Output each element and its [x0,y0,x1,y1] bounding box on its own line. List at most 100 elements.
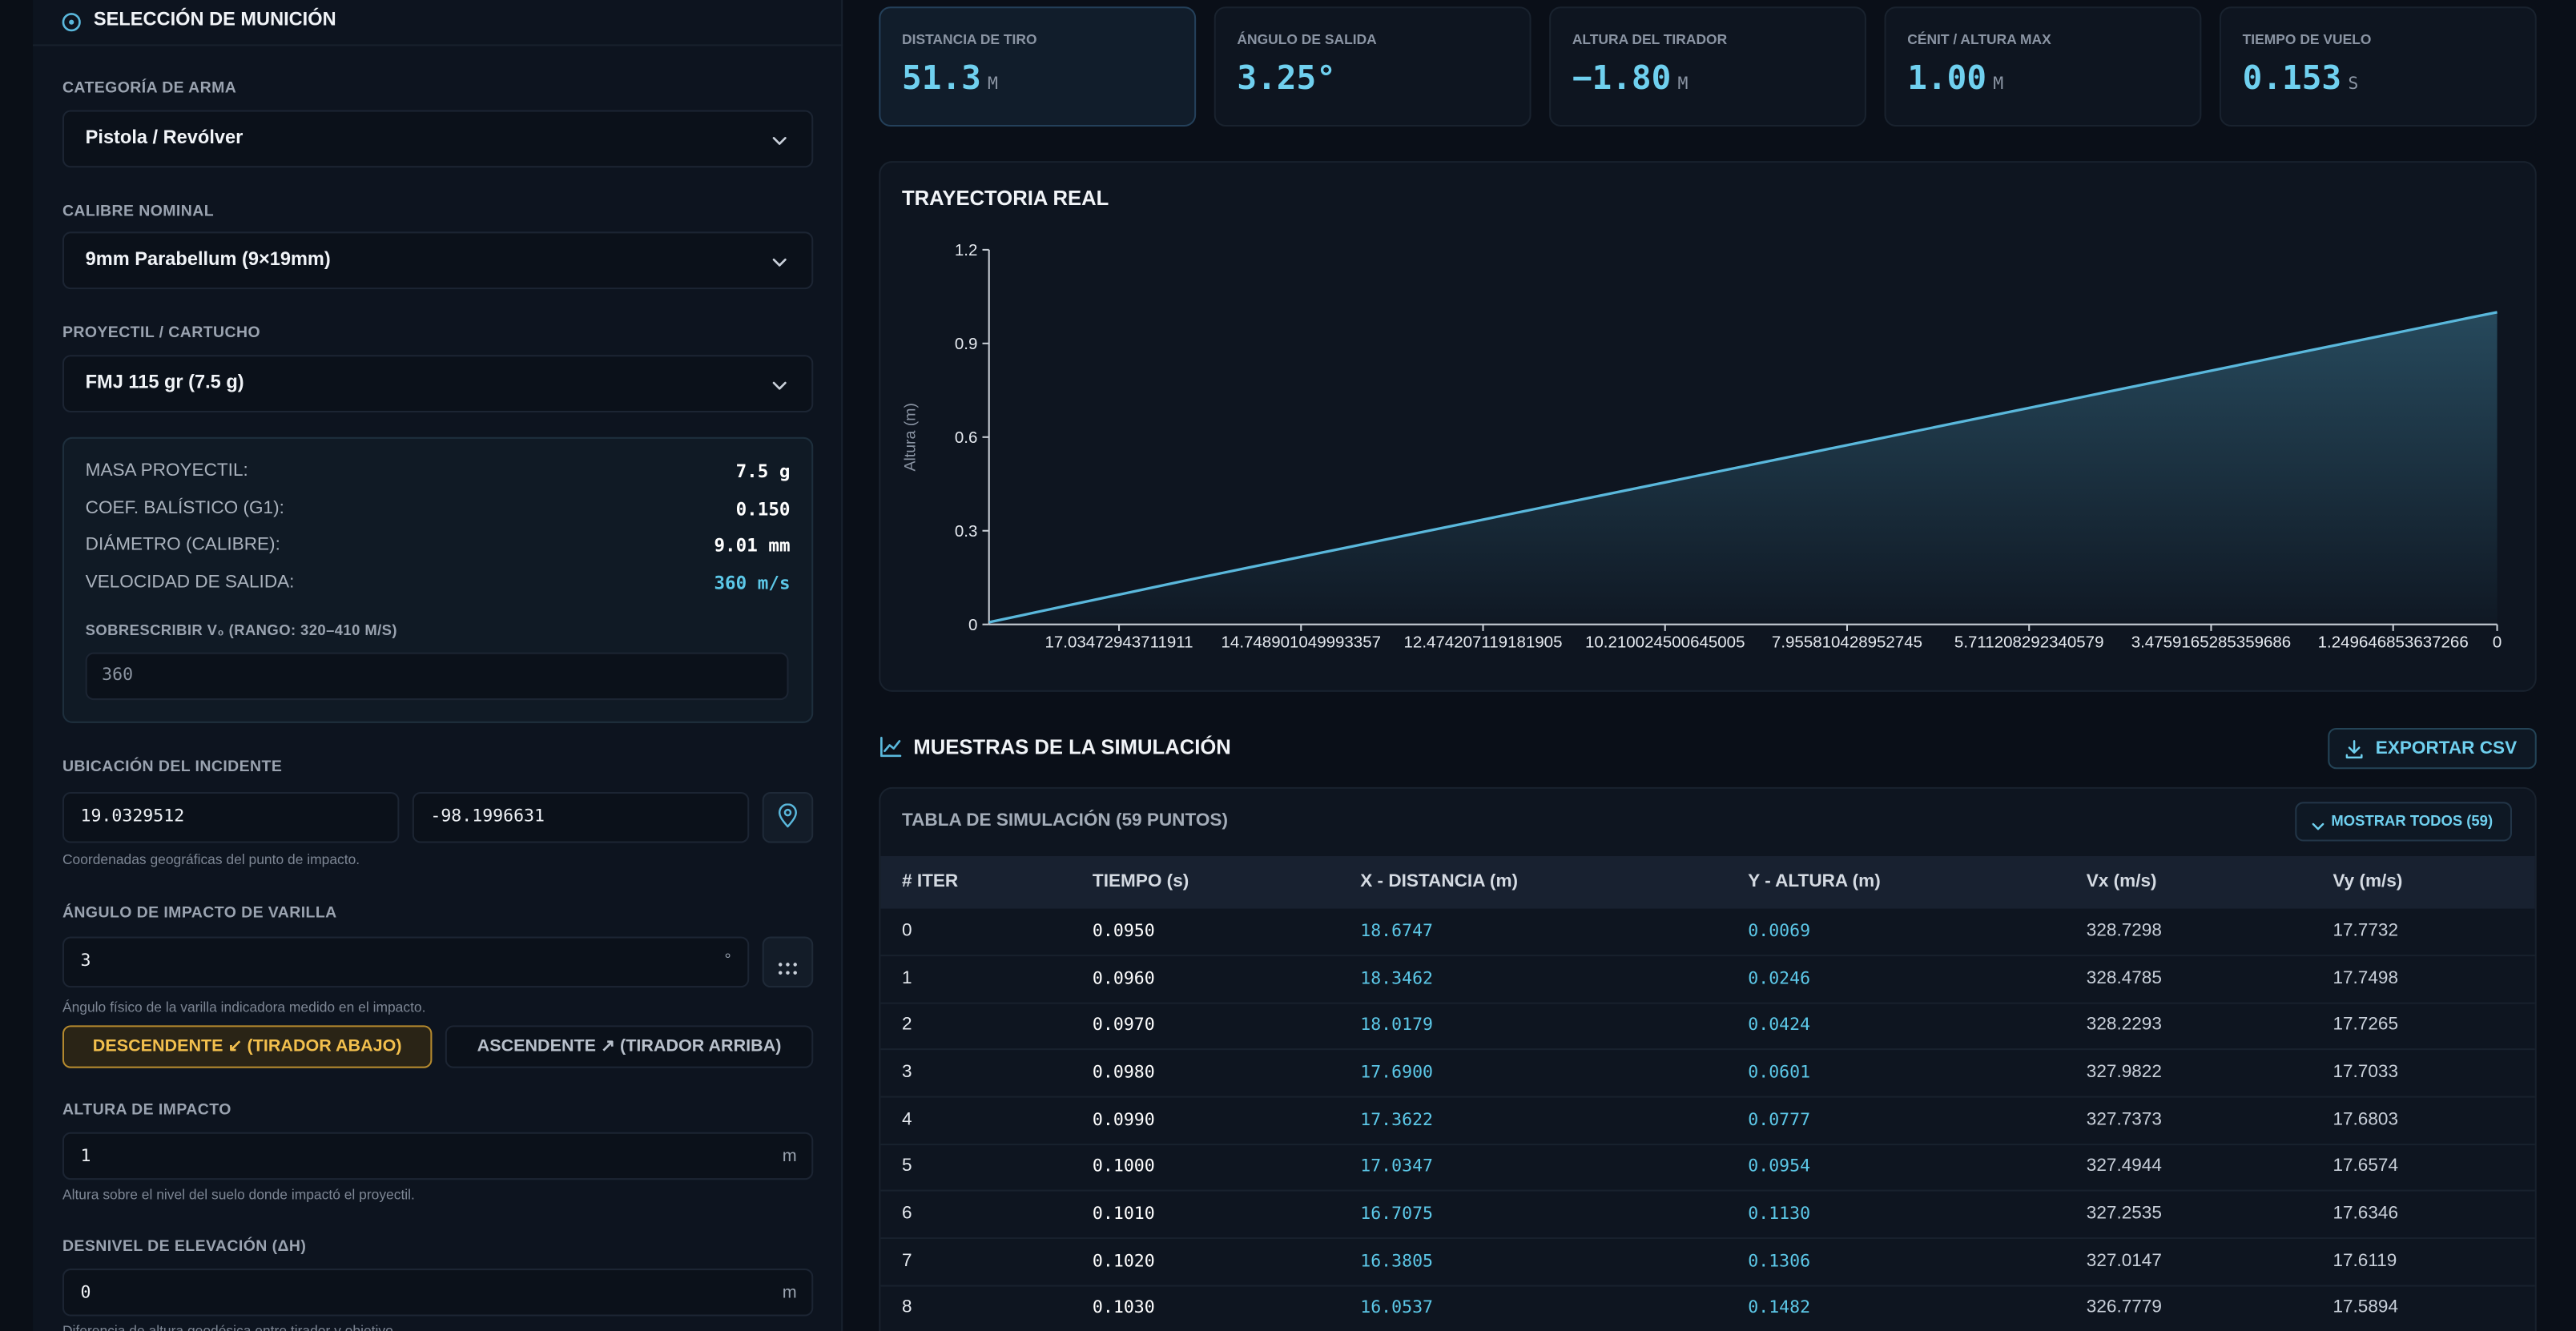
toggle-button[interactable] [445,1025,814,1068]
table-cell: 0.0069 [1748,921,1811,942]
stat-card [1214,6,1532,127]
spec-label: COEF. BALÍSTICO (G1): [85,498,284,519]
text-input[interactable] [62,1269,814,1317]
chart-plot: 0 0.3 0.6 0.9 1.2 Altura (m) 17.03472943711911… [901,241,2502,651]
chart-icon-glyph [880,736,902,758]
row-divider [880,1284,2535,1286]
table-cell: 16.7075 [1360,1204,1434,1224]
chart-icon [879,736,902,758]
field-hint: Altura sobre el nivel del suelo donde im… [62,1185,415,1203]
x-tick-label: 12.474207119181905 [1404,633,1563,651]
row-divider [880,1190,2535,1192]
download-icon-glyph [2345,740,2363,759]
table-cell: 3 [902,1062,912,1083]
row-divider [880,1143,2535,1145]
stat-value-row: 0.153 S [2243,61,2359,94]
input-unit: m [782,1281,797,1302]
table-cell: 6 [902,1203,912,1224]
table-cell: 0.0246 [1748,968,1811,988]
input-unit: ° [724,951,731,970]
x-tick-label: 14.748901049993357 [1222,633,1381,651]
map-button[interactable] [762,791,814,843]
chevron-icon-glyph [772,381,787,390]
table-cell: 0.1010 [1092,1204,1155,1224]
x-tick-label: 17.03472943711911 [1045,633,1193,651]
field-label: CATEGORÍA DE ARMA [62,79,237,98]
x-tick-label: 7.955810428952745 [1772,633,1922,651]
divider [33,44,843,46]
stat-unit: S [2348,74,2359,94]
x-tick-label: 0 [2493,633,2502,651]
y-tick-label: 0.6 [955,428,977,447]
select-box[interactable] [62,355,814,413]
table-cell: 4 [902,1109,912,1129]
table-cell: 8 [902,1297,912,1317]
text-input[interactable] [62,1132,814,1180]
chevron-icon [769,130,791,150]
text-input[interactable] [85,652,789,701]
table-cell: 0.1020 [1092,1251,1155,1271]
chevron-small-glyph [2312,822,2324,830]
field-label: ALTURA DE IMPACTO [62,1101,231,1120]
text-input[interactable] [62,936,750,988]
table-cell: 5 [902,1156,912,1176]
field-hint: Ángulo físico de la varilla indicadora m… [62,999,426,1015]
spec-value: 9.01 mm [714,534,791,557]
field-label: PROYECTIL / CARTUCHO [62,324,261,343]
input-value: -98.1996631 [430,806,545,826]
table-cell: 0.1130 [1748,1204,1811,1224]
export-button[interactable] [2328,727,2537,770]
field-hint: Diferencia de altura geodésica entre tir… [62,1322,397,1331]
input-value: 3 [80,951,91,971]
spec-label: MASA PROYECTIL: [85,460,248,481]
field-label: ÁNGULO DE IMPACTO DE VARILLA [62,904,337,923]
stat-label: DISTANCIA DE TIRO [902,30,1037,47]
column-header: TIEMPO (s) [1092,871,1189,892]
select-value: Pistola / Revólver [85,127,244,148]
grid-button[interactable] [762,936,814,988]
text-input[interactable] [62,791,400,843]
y-tick-label: 0.3 [955,522,977,541]
x-tick-label: 3.4759165285359686 [2131,633,2291,651]
table-cell: 0.0990 [1092,1109,1155,1130]
stat-value: 51.3 [902,57,981,98]
table-cell: 17.6574 [2332,1156,2399,1176]
table-cell: 0.0950 [1092,921,1155,942]
chart-title: TRAYECTORIA REAL [902,187,1109,211]
row-divider [880,1001,2535,1003]
column-header: Y - ALTURA (m) [1748,871,1881,892]
field-label: CALIBRE NOMINAL [62,202,215,221]
column-header: Vx (m/s) [2086,871,2157,892]
stat-label: ALTURA DEL TIRADOR [1572,30,1728,47]
table-cell: 327.9822 [2086,1062,2162,1083]
select-box[interactable] [62,110,814,168]
table-cell: 17.7265 [2332,1015,2399,1035]
table-cell: 7 [902,1250,912,1271]
toggle-text: DESCENDENTE ↙ (TIRADOR ABAJO) [92,1036,402,1056]
spec-value: 360 m/s [714,573,791,594]
dots-icon-glyph [778,963,797,975]
table-cell: 17.3622 [1360,1109,1434,1130]
text-input[interactable] [412,791,750,843]
stat-value: 1.00 [1907,57,1987,98]
stat-card [2219,6,2537,127]
table-cell: 16.3805 [1360,1251,1434,1271]
stat-unit: M [1993,74,2004,94]
spec-label: VELOCIDAD DE SALIDA: [85,573,295,593]
select-box[interactable] [62,231,814,290]
toggle-button-active[interactable] [62,1025,433,1068]
x-tick-label: 1.249646853637266 [2318,633,2469,651]
pin-icon [777,803,799,830]
select-value: FMJ 115 gr (7.5 g) [85,372,244,392]
table-cell: 328.4785 [2086,967,2162,988]
download-icon [2345,738,2365,759]
column-header: X - DISTANCIA (m) [1360,871,1519,892]
table-cell: 326.7779 [2086,1297,2162,1317]
show-all-button[interactable] [2295,802,2513,842]
input-unit: m [782,1145,797,1166]
table-cell: 18.0179 [1360,1015,1434,1035]
row-divider [880,1237,2535,1239]
row-divider [880,1048,2535,1051]
stat-label: CÉNIT / ALTURA MAX [1907,30,2051,47]
